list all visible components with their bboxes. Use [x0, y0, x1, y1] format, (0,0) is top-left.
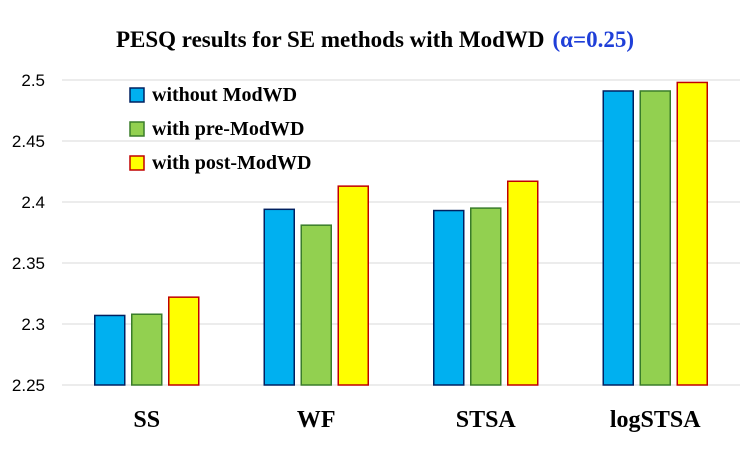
y-tick-label: 2.25 [12, 376, 45, 395]
x-tick-label: STSA [456, 407, 517, 433]
y-tick-label: 2.3 [21, 315, 45, 334]
bar-logstsa-series-3 [676, 81, 708, 386]
bar-wf-series-2 [300, 224, 332, 386]
bar-ss-series-2 [131, 313, 163, 386]
legend-label: without ModWD [152, 84, 297, 106]
y-tick-label: 2.35 [12, 254, 45, 273]
bar-ss-series-1 [94, 314, 126, 386]
bar-wf-series-3 [337, 185, 369, 386]
legend-label: with pre-ModWD [152, 118, 304, 140]
bar-logstsa-series-2 [639, 90, 671, 386]
legend: without ModWD with pre-ModWD with post-Mod… [129, 84, 311, 174]
bar-stsa-series-3 [507, 180, 539, 386]
chart-title: PESQ results for SE methods with ModWD (α… [116, 27, 634, 52]
bar-wf-series-1 [263, 208, 295, 386]
y-axis-ticks: 2.25 2.3 2.35 2.4 2.45 2.5 [12, 71, 45, 395]
y-tick-label: 2.4 [21, 193, 45, 212]
chart-title-accent: (α=0.25) [553, 27, 635, 52]
bar-stsa-series-1 [433, 209, 465, 386]
bar-logstsa-series-1 [602, 90, 634, 386]
x-tick-label: logSTSA [610, 407, 701, 433]
legend-label: with post-ModWD [152, 152, 311, 174]
legend-swatch [129, 87, 145, 103]
legend-swatch [129, 155, 145, 171]
x-tick-label: SS [133, 407, 160, 433]
y-tick-label: 2.45 [12, 132, 45, 151]
y-tick-label: 2.5 [21, 71, 45, 90]
bar-stsa-series-2 [470, 207, 502, 386]
legend-swatch [129, 121, 145, 137]
chart-title-main: PESQ results for SE methods with ModWD [116, 27, 545, 52]
bars [94, 81, 708, 386]
x-axis-labels: SS WF STSA logSTSA [133, 407, 701, 433]
x-tick-label: WF [297, 407, 336, 433]
bar-ss-series-3 [168, 296, 200, 386]
